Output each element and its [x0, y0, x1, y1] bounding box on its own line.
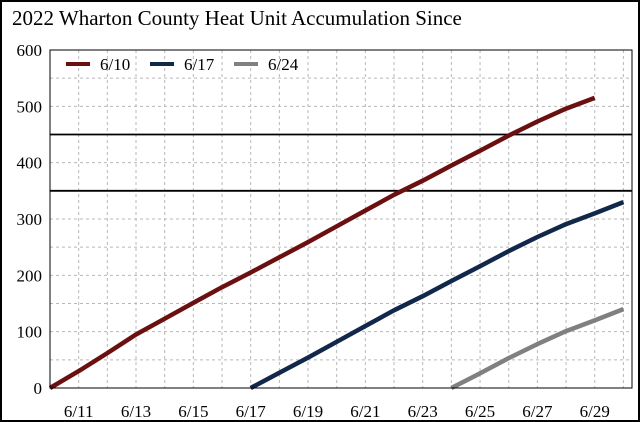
x-tick-label: 6/29	[580, 402, 610, 421]
x-tick-label: 6/15	[178, 402, 208, 421]
x-tick-label: 6/11	[64, 402, 94, 421]
chart-title: 2022 Wharton County Heat Unit Accumulati…	[12, 6, 462, 30]
legend-label-2: 6/17	[184, 55, 215, 74]
x-tick-label: 6/19	[293, 402, 323, 421]
legend: 6/10 6/17 6/24	[66, 55, 299, 74]
series-line-3	[450, 307, 625, 391]
x-tick-label: 6/21	[350, 402, 380, 421]
legend-label-1: 6/10	[100, 55, 130, 74]
y-tick-label: 0	[34, 379, 43, 398]
x-axis-ticks: 6/11 6/13 6/15 6/17 6/19 6/21 6/23 6/25 6/27 6/29	[64, 402, 610, 421]
series-line-1	[48, 95, 596, 390]
y-tick-label: 400	[17, 154, 43, 173]
y-axis-ticks: 0 100 200 300 400 500 600	[17, 41, 43, 398]
x-tick-label: 6/17	[236, 402, 267, 421]
x-tick-label: 6/27	[522, 402, 553, 421]
plot-area-border	[49, 49, 633, 389]
y-tick-label: 100	[17, 323, 43, 342]
reference-lines	[50, 133, 632, 192]
grid-lines	[50, 50, 632, 388]
legend-label-3: 6/24	[268, 55, 299, 74]
y-tick-label: 600	[17, 41, 43, 60]
y-tick-label: 300	[17, 210, 43, 229]
series-lines	[48, 95, 625, 391]
x-tick-label: 6/25	[465, 402, 495, 421]
x-tick-label: 6/13	[121, 402, 151, 421]
y-tick-label: 500	[17, 97, 43, 116]
y-tick-label: 200	[17, 266, 43, 285]
x-tick-label: 6/23	[408, 402, 438, 421]
series-line-2	[249, 200, 625, 390]
